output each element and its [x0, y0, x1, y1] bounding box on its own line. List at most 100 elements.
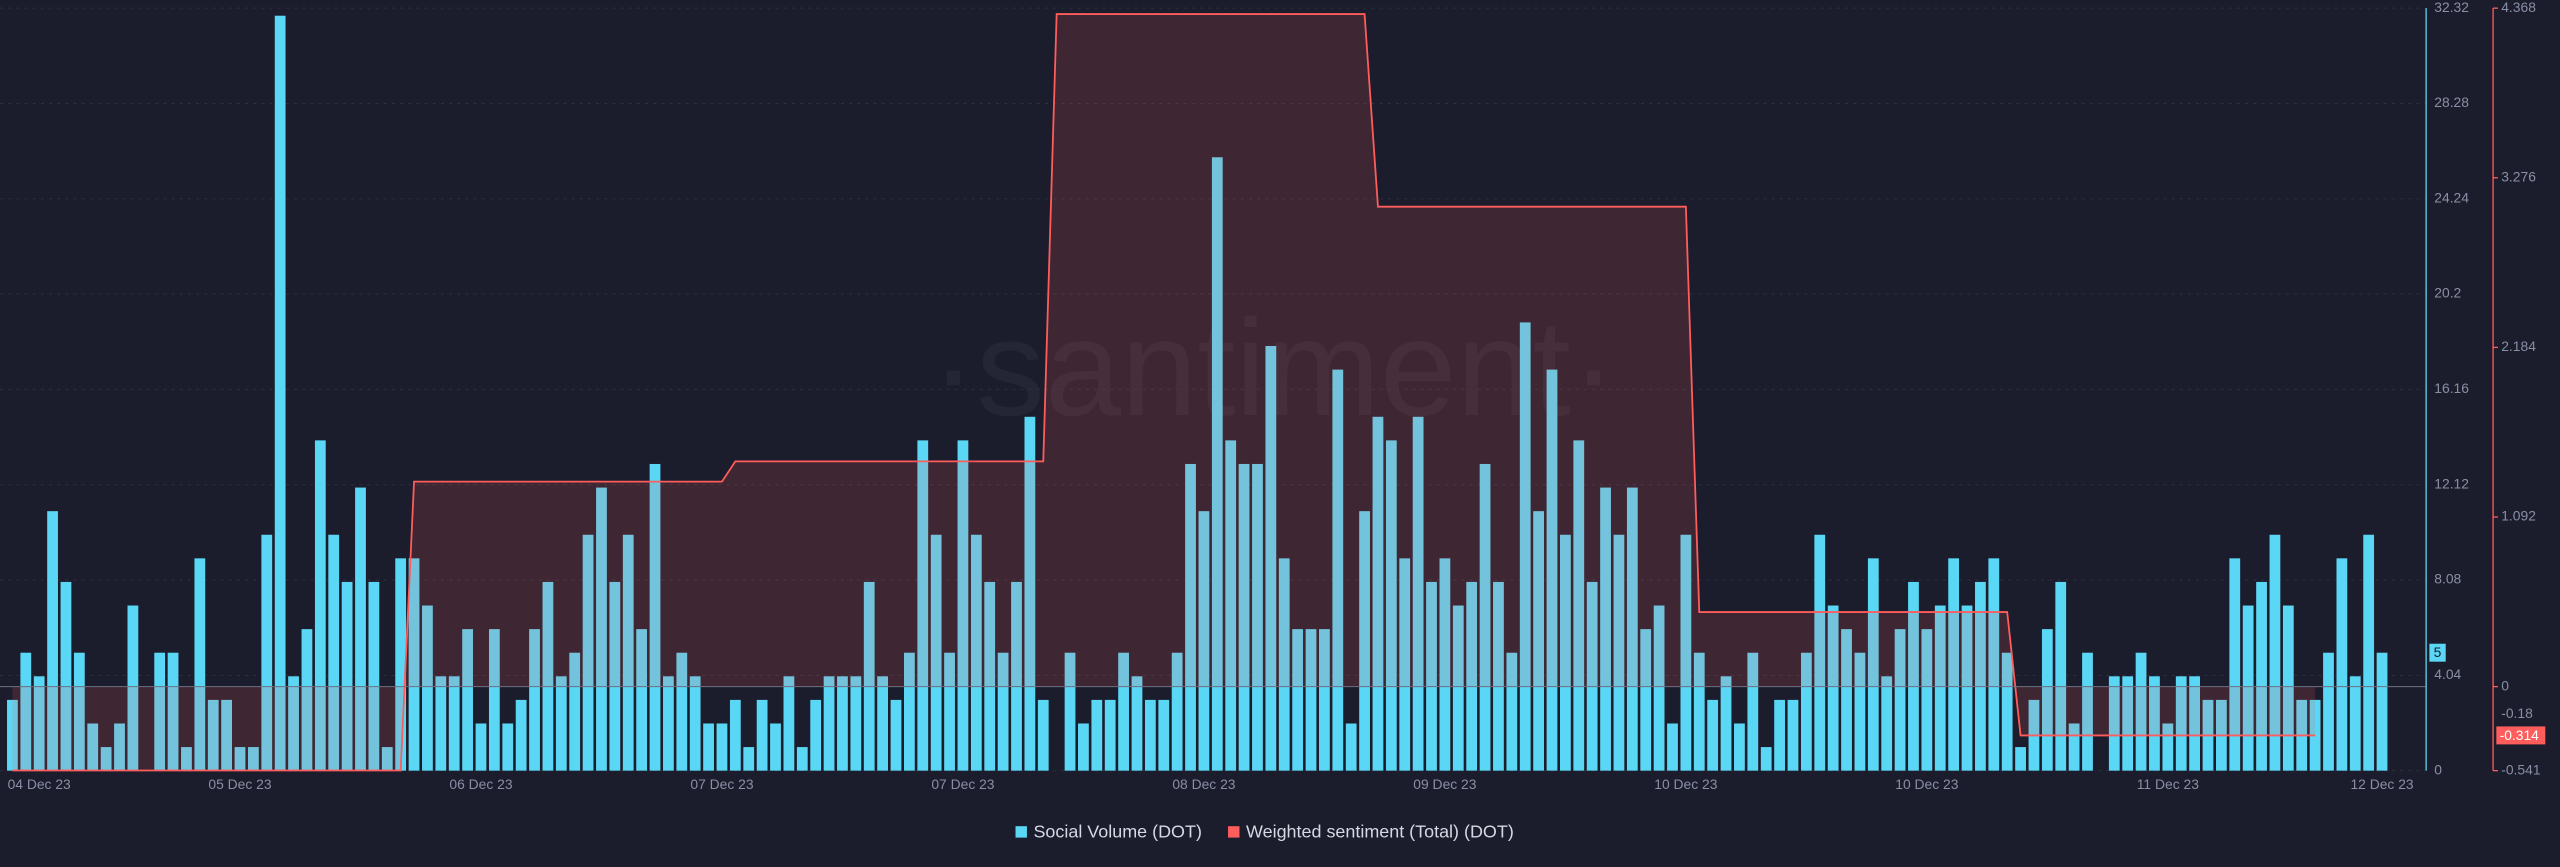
- bar: [1292, 629, 1304, 771]
- bar: [1814, 534, 1826, 771]
- bar: [2055, 581, 2067, 771]
- bar: [2068, 723, 2080, 771]
- bar: [2135, 652, 2147, 771]
- bar: [2242, 605, 2254, 771]
- bar: [1305, 629, 1317, 771]
- x-tick-label: 10 Dec 23: [1895, 776, 1958, 792]
- bar: [1921, 629, 1933, 771]
- bar: [997, 652, 1009, 771]
- bar: [1372, 416, 1384, 771]
- y2-tick-label: 0: [2501, 677, 2509, 693]
- y2-tick-label: -0.541: [2501, 761, 2541, 777]
- sentiment-line: [12, 13, 2316, 772]
- bar: [1680, 534, 1692, 771]
- bar: [1452, 605, 1464, 771]
- bar: [649, 463, 661, 771]
- bar: [703, 723, 714, 771]
- bar: [569, 652, 581, 771]
- bar: [676, 652, 688, 771]
- bar: [314, 440, 326, 771]
- bar: [435, 676, 447, 771]
- bar: [582, 534, 594, 771]
- y2-tick-label: 2.184: [2501, 338, 2536, 354]
- bar: [944, 652, 955, 771]
- legend-swatch: [1015, 826, 1027, 838]
- bar: [1024, 416, 1036, 771]
- bar: [743, 747, 755, 771]
- bar: [529, 629, 540, 771]
- bar: [1225, 440, 1237, 771]
- bar: [877, 676, 888, 771]
- bar: [1198, 511, 1210, 771]
- bar: [1037, 699, 1049, 771]
- bar: [2015, 747, 2026, 771]
- bar: [756, 699, 768, 771]
- bar: [87, 723, 99, 771]
- bar: [2122, 676, 2134, 771]
- bar: [2189, 676, 2200, 771]
- bar: [1693, 652, 1705, 771]
- bar: [1667, 723, 1678, 771]
- bar: [207, 699, 219, 771]
- sentiment-area: [12, 14, 2316, 771]
- y-tick-label: 24.24: [2434, 189, 2469, 205]
- bar: [1399, 558, 1411, 771]
- current-volume-label: 5: [2434, 644, 2442, 660]
- bar: [904, 652, 915, 771]
- bar: [1185, 463, 1196, 771]
- bar: [1707, 699, 1719, 771]
- bar: [1345, 723, 1357, 771]
- bar: [422, 605, 433, 771]
- bar: [1854, 652, 1866, 771]
- x-tick-label: 09 Dec 23: [1413, 776, 1476, 792]
- bar: [328, 534, 340, 771]
- bar: [1238, 463, 1250, 771]
- x-tick-label: 12 Dec 23: [2350, 776, 2413, 792]
- bar: [1760, 747, 1772, 771]
- bar: [154, 652, 166, 771]
- bar: [194, 558, 206, 771]
- bar: [622, 534, 634, 771]
- bar: [1278, 558, 1290, 771]
- bar: [247, 747, 259, 771]
- bar: [381, 747, 393, 771]
- bar: [368, 581, 380, 771]
- bar: [1479, 463, 1491, 771]
- bar: [2001, 652, 2013, 771]
- bar: [274, 15, 286, 771]
- bar: [488, 629, 500, 771]
- bar: [1800, 652, 1812, 771]
- bar: [1118, 652, 1129, 771]
- bar: [1319, 629, 1330, 771]
- bar: [1506, 652, 1518, 771]
- bar: [729, 699, 741, 771]
- bar: [1881, 676, 1893, 771]
- bar: [221, 699, 233, 771]
- bar: [1586, 581, 1598, 771]
- x-tick-label: 05 Dec 23: [208, 776, 271, 792]
- bar: [2363, 534, 2375, 771]
- bar: [555, 676, 567, 771]
- bar: [1894, 629, 1906, 771]
- bar: [1640, 629, 1652, 771]
- bar: [1265, 346, 1277, 771]
- bar: [663, 676, 674, 771]
- bar: [837, 676, 848, 771]
- bar: [1144, 699, 1156, 771]
- bar: [1078, 723, 1089, 771]
- y-tick-label: 16.16: [2434, 380, 2469, 396]
- bar: [1827, 605, 1839, 771]
- bar: [1988, 558, 2000, 771]
- bar: [20, 652, 32, 771]
- bar: [395, 558, 407, 771]
- bar: [1158, 699, 1170, 771]
- y-tick-label: 32.32: [2434, 0, 2469, 15]
- bar: [1747, 652, 1759, 771]
- y2-tick-label: 3.276: [2501, 168, 2536, 184]
- bar: [408, 558, 420, 771]
- bar: [1104, 699, 1116, 771]
- bar: [181, 747, 192, 771]
- bar: [515, 699, 527, 771]
- bar: [355, 487, 366, 771]
